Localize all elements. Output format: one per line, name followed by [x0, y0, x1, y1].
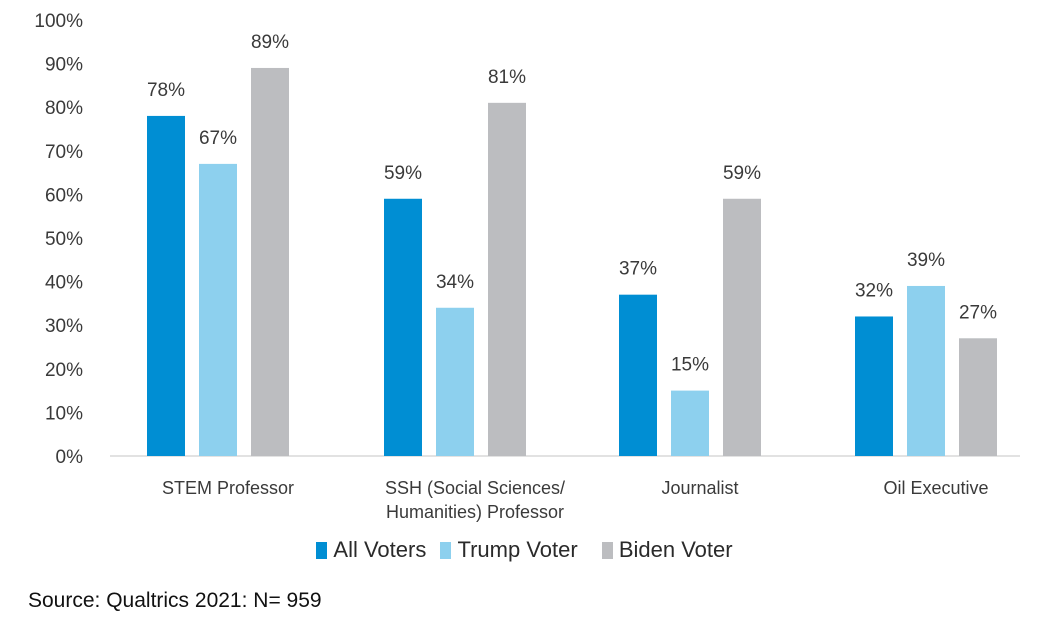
x-category-label: Oil Executive — [883, 478, 988, 498]
legend-swatch-trump-voter — [440, 541, 452, 559]
bar-biden-voter — [488, 102, 526, 456]
data-label: 89% — [251, 32, 289, 53]
legend-swatch-all-voters — [316, 541, 328, 559]
bars: 78% 59% 37% 32% 67% 34% 15% 39% 89% 81% 59% 27% — [147, 32, 997, 457]
data-label: 27% — [959, 302, 997, 323]
bar-all-voters — [855, 316, 893, 456]
legend-label: Biden Voter — [618, 537, 733, 562]
bar-biden-voter — [959, 338, 997, 456]
x-axis-categories: STEM Professor SSH (Social Sciences/Human… — [162, 478, 989, 522]
bar-all-voters — [147, 115, 185, 457]
data-label: 67% — [199, 128, 237, 149]
bar-trump-voter — [671, 390, 709, 456]
x-category-label: Humanities) Professor — [386, 502, 564, 522]
data-label: 59% — [384, 163, 422, 184]
y-tick-label: 30% — [45, 316, 83, 337]
bar-biden-voter — [251, 67, 289, 457]
bar-biden-voter — [723, 198, 761, 456]
bar-all-voters — [619, 294, 657, 456]
legend: All Voters Trump Voter Biden Voter — [0, 537, 1049, 565]
legend-label: Trump Voter — [457, 537, 578, 562]
data-label: 59% — [723, 163, 761, 184]
x-category-label: SSH (Social Sciences/ — [385, 478, 565, 498]
y-tick-label: 40% — [45, 273, 83, 294]
bar-chart: 0% 10% 20% 30% 40% 50% 60% 70% 80% 90% 100% 78% 59%… — [34, 11, 1020, 522]
legend-swatch-biden-voter — [601, 541, 613, 559]
data-label: 32% — [855, 280, 893, 301]
legend-item-biden-voter: Biden Voter — [601, 537, 733, 563]
bar-trump-voter — [436, 307, 474, 456]
bar-all-voters — [384, 198, 422, 456]
x-category-label: Journalist — [661, 478, 738, 498]
y-tick-label: 20% — [45, 360, 83, 381]
bar-trump-voter — [907, 285, 945, 456]
source-note: Source: Qualtrics 2021: N= 959 — [28, 589, 322, 612]
y-tick-label: 60% — [45, 185, 83, 206]
legend-label: All Voters — [333, 537, 427, 562]
legend-item-all-voters: All Voters — [316, 537, 426, 563]
y-tick-label: 90% — [45, 55, 83, 76]
y-tick-label: 80% — [45, 98, 83, 119]
y-tick-label: 10% — [45, 403, 83, 424]
y-tick-label: 0% — [56, 447, 84, 468]
data-label: 34% — [436, 272, 474, 293]
data-label: 39% — [907, 250, 945, 271]
data-label: 37% — [619, 259, 657, 280]
data-label: 15% — [671, 355, 709, 376]
x-category-label: STEM Professor — [162, 478, 294, 498]
legend-item-trump-voter: Trump Voter — [440, 537, 578, 563]
bar-trump-voter — [199, 163, 237, 456]
y-tick-label: 100% — [34, 11, 83, 32]
data-label: 81% — [488, 67, 526, 88]
y-tick-label: 50% — [45, 229, 83, 250]
data-label: 78% — [147, 80, 185, 101]
y-tick-label: 70% — [45, 142, 83, 163]
y-axis: 0% 10% 20% 30% 40% 50% 60% 70% 80% 90% 100% — [34, 11, 83, 468]
